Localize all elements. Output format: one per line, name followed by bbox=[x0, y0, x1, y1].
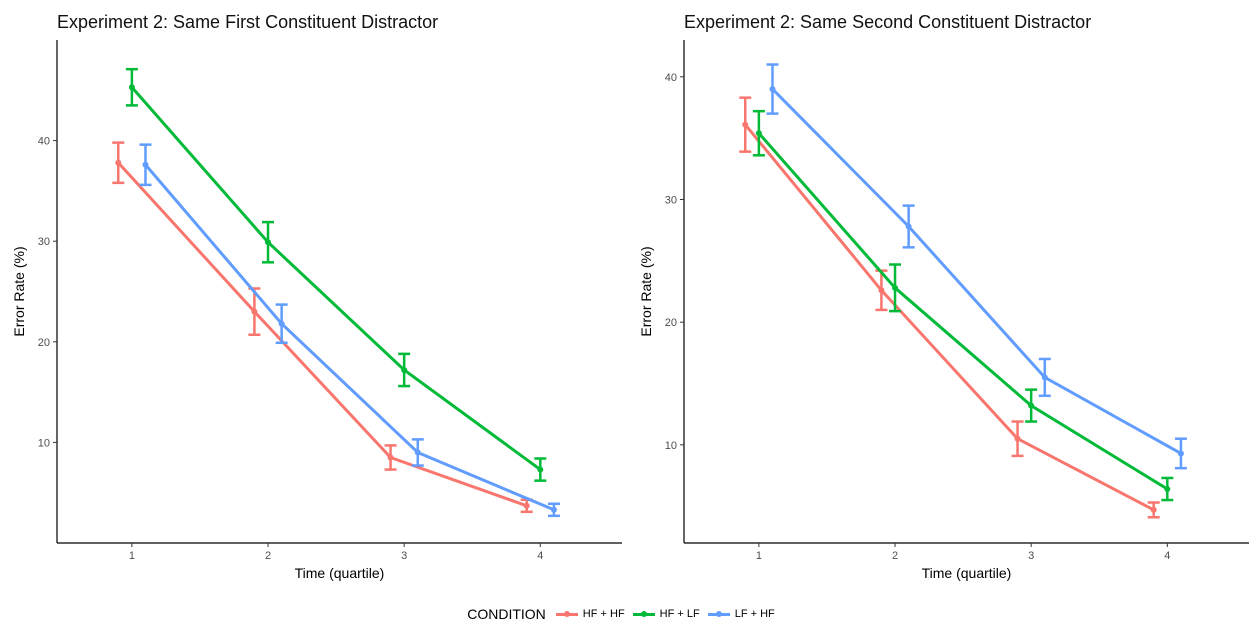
y-tick-label: 30 bbox=[665, 194, 677, 206]
chart-title: Experiment 2: Same Second Constituent Di… bbox=[684, 12, 1092, 32]
data-point bbox=[251, 308, 258, 315]
data-point bbox=[550, 506, 557, 513]
chart-panel-second-constituent: Experiment 2: Same Second Constituent Di… bbox=[627, 0, 1250, 600]
data-point bbox=[1041, 374, 1048, 381]
x-tick-label: 2 bbox=[265, 550, 271, 562]
legend-title: CONDITION bbox=[467, 605, 546, 622]
data-point bbox=[128, 84, 135, 91]
x-tick-label: 1 bbox=[129, 550, 135, 562]
data-point bbox=[142, 161, 149, 168]
y-tick-label: 40 bbox=[38, 136, 50, 148]
x-tick-label: 4 bbox=[537, 550, 543, 562]
data-point bbox=[892, 284, 899, 291]
y-tick-label: 30 bbox=[38, 236, 50, 248]
chart-title: Experiment 2: Same First Constituent Dis… bbox=[57, 12, 439, 32]
x-tick-label: 4 bbox=[1164, 550, 1170, 562]
data-point bbox=[1014, 435, 1021, 442]
chart-plot-area: 10 20 30 40 1 2 3 4 Time (quartile) Error Rate (%… bbox=[638, 40, 1249, 581]
y-tick-label: 40 bbox=[665, 72, 677, 84]
y-axis-title: Error Rate (%) bbox=[638, 246, 654, 336]
data-point bbox=[265, 239, 272, 246]
legend-label: HF + HF bbox=[582, 607, 625, 620]
x-tick-label: 3 bbox=[401, 550, 407, 562]
series-line bbox=[744, 123, 1155, 512]
x-tick-label: 1 bbox=[756, 550, 762, 562]
legend-label: LF + HF bbox=[734, 607, 775, 620]
y-tick-label: 20 bbox=[38, 337, 50, 349]
data-point bbox=[742, 121, 749, 128]
y-tick-label: 20 bbox=[665, 317, 677, 329]
data-point bbox=[278, 320, 285, 327]
y-tick-label: 10 bbox=[665, 440, 677, 452]
series-line bbox=[144, 163, 555, 512]
chart-plot-area: 10 20 30 40 1 2 3 4 Time (quartile) Error Rate (%… bbox=[11, 40, 622, 581]
y-tick-label: 10 bbox=[38, 437, 50, 449]
legend: CONDITION HF + HF HF + LF LF + HF bbox=[0, 604, 1250, 623]
x-axis-title: Time (quartile) bbox=[922, 565, 1012, 581]
legend-item-hf-lf: HF + LF bbox=[632, 607, 700, 620]
series-line bbox=[130, 86, 542, 471]
legend-item-hf-hf: HF + HF bbox=[555, 607, 625, 620]
data-point bbox=[1150, 506, 1157, 513]
legend-label: HF + LF bbox=[659, 607, 700, 620]
data-point bbox=[401, 366, 408, 373]
series-line bbox=[757, 132, 1169, 491]
legend-item-lf-hf: LF + HF bbox=[707, 607, 775, 620]
chart-panel-first-constituent: Experiment 2: Same First Constituent Dis… bbox=[0, 0, 625, 600]
data-point bbox=[537, 466, 544, 473]
data-point bbox=[1028, 402, 1035, 409]
data-point bbox=[115, 159, 122, 166]
data-point bbox=[878, 287, 885, 294]
data-point bbox=[523, 502, 530, 509]
data-point bbox=[1177, 450, 1184, 457]
x-tick-label: 3 bbox=[1028, 550, 1034, 562]
data-point bbox=[414, 449, 421, 456]
x-axis-title: Time (quartile) bbox=[295, 565, 385, 581]
series-line bbox=[117, 161, 528, 508]
y-axis-title: Error Rate (%) bbox=[11, 246, 27, 336]
legend-key-icon bbox=[707, 608, 730, 620]
series-line bbox=[771, 88, 1182, 455]
x-tick-label: 2 bbox=[892, 550, 898, 562]
legend-key-icon bbox=[632, 608, 655, 620]
data-point bbox=[905, 223, 912, 230]
data-point bbox=[769, 86, 776, 93]
data-point bbox=[387, 454, 394, 461]
data-point bbox=[1164, 486, 1171, 493]
legend-key-icon bbox=[555, 608, 578, 620]
data-point bbox=[755, 130, 762, 137]
